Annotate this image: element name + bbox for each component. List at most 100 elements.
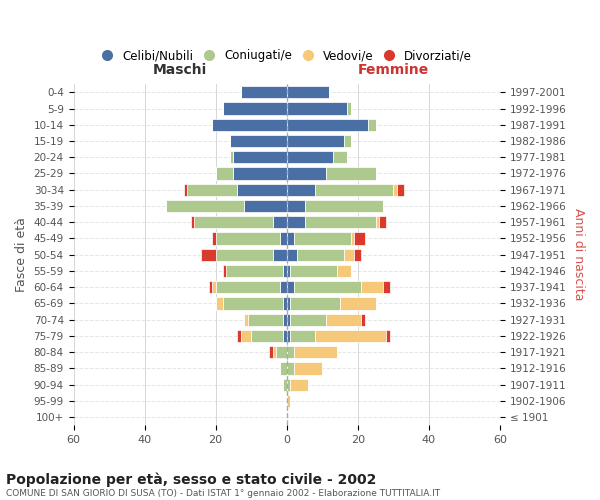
Bar <box>287 118 368 131</box>
Bar <box>379 216 386 228</box>
Bar <box>383 281 390 293</box>
Bar <box>287 151 333 164</box>
Bar <box>191 216 194 228</box>
Bar <box>290 378 308 391</box>
Bar <box>294 281 361 293</box>
Bar <box>287 232 294 244</box>
Bar <box>326 168 376 179</box>
Bar <box>269 346 272 358</box>
Bar <box>294 232 351 244</box>
Bar <box>226 265 283 277</box>
Bar <box>386 330 390 342</box>
Bar <box>294 346 337 358</box>
Text: Popolazione per età, sesso e stato civile - 2002: Popolazione per età, sesso e stato civil… <box>6 472 376 487</box>
Bar <box>333 151 347 164</box>
Bar <box>305 200 383 212</box>
Bar <box>184 184 187 196</box>
Bar <box>215 248 272 261</box>
Bar <box>283 330 287 342</box>
Bar <box>287 168 326 179</box>
Bar <box>251 330 283 342</box>
Legend: Celibi/Nubili, Coniugati/e, Vedovi/e, Divorziati/e: Celibi/Nubili, Coniugati/e, Vedovi/e, Di… <box>98 46 476 66</box>
Bar <box>272 346 276 358</box>
Bar <box>248 314 283 326</box>
Bar <box>361 281 383 293</box>
Bar <box>290 298 340 310</box>
Bar <box>287 102 347 115</box>
Bar <box>315 330 386 342</box>
Bar <box>283 298 287 310</box>
Bar <box>233 151 287 164</box>
Bar <box>209 281 212 293</box>
Bar <box>287 200 305 212</box>
Bar <box>394 184 397 196</box>
Bar <box>283 265 287 277</box>
Bar <box>287 346 294 358</box>
Bar <box>287 362 294 374</box>
Bar <box>368 118 376 131</box>
Bar <box>187 184 237 196</box>
Bar <box>230 151 233 164</box>
Bar <box>215 232 280 244</box>
Bar <box>290 330 315 342</box>
Bar <box>315 184 394 196</box>
Bar <box>223 102 287 115</box>
Bar <box>347 102 351 115</box>
Bar <box>361 314 365 326</box>
Bar <box>397 184 404 196</box>
Bar <box>287 184 315 196</box>
Bar <box>290 265 337 277</box>
Text: Femmine: Femmine <box>358 64 429 78</box>
Bar <box>202 248 215 261</box>
Bar <box>233 168 287 179</box>
Bar <box>237 184 287 196</box>
Bar <box>241 330 251 342</box>
Bar <box>280 281 287 293</box>
Bar <box>344 135 351 147</box>
Bar <box>287 135 344 147</box>
Bar <box>337 265 351 277</box>
Bar <box>340 298 376 310</box>
Bar <box>280 232 287 244</box>
Bar <box>244 200 287 212</box>
Bar <box>354 248 361 261</box>
Bar <box>215 298 223 310</box>
Bar <box>326 314 361 326</box>
Bar <box>276 346 287 358</box>
Bar <box>290 314 326 326</box>
Text: COMUNE DI SAN GIORIO DI SUSA (TO) - Dati ISTAT 1° gennaio 2002 - Elaborazione TU: COMUNE DI SAN GIORIO DI SUSA (TO) - Dati… <box>6 489 440 498</box>
Bar <box>212 232 215 244</box>
Bar <box>272 216 287 228</box>
Bar <box>215 281 280 293</box>
Bar <box>287 248 298 261</box>
Bar <box>223 265 226 277</box>
Bar <box>287 298 290 310</box>
Bar <box>241 86 287 99</box>
Bar <box>344 248 354 261</box>
Bar <box>287 265 290 277</box>
Bar <box>272 248 287 261</box>
Y-axis label: Fasce di età: Fasce di età <box>15 218 28 292</box>
Bar <box>166 200 244 212</box>
Bar <box>280 362 287 374</box>
Bar <box>287 86 329 99</box>
Bar <box>298 248 344 261</box>
Bar <box>294 362 322 374</box>
Bar <box>244 314 248 326</box>
Bar <box>283 314 287 326</box>
Bar <box>287 281 294 293</box>
Bar <box>237 330 241 342</box>
Text: Maschi: Maschi <box>153 64 207 78</box>
Bar <box>223 298 283 310</box>
Bar <box>287 378 290 391</box>
Bar <box>212 118 287 131</box>
Bar <box>283 378 287 391</box>
Bar <box>287 216 305 228</box>
Bar <box>351 232 354 244</box>
Bar <box>287 314 290 326</box>
Bar <box>230 135 287 147</box>
Y-axis label: Anni di nascita: Anni di nascita <box>572 208 585 301</box>
Bar <box>287 395 290 407</box>
Bar <box>287 330 290 342</box>
Bar <box>194 216 272 228</box>
